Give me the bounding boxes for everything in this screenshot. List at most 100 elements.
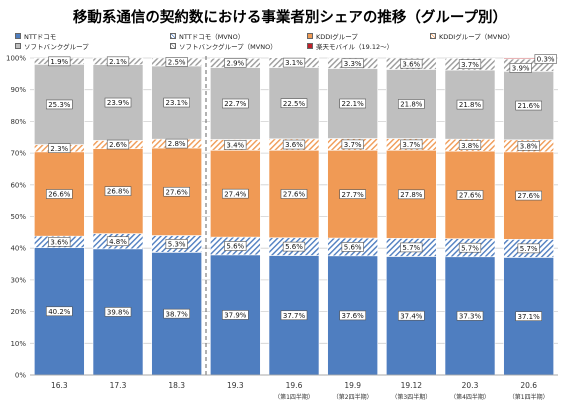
x-tick-sublabel: （第1四半期） [274,393,314,401]
data-label-kddi: 26.8% [107,188,130,196]
data-label-ntt_mvno_hatch-box [165,239,188,249]
data-label-kddi: 27.6% [166,188,189,196]
data-label-ntt: 39.8% [107,309,130,317]
data-label-softbank_mvno_hatch-box [224,58,247,68]
data-label-softbank-box [104,97,132,108]
data-label-kddi_mvno_hatch-box [400,139,423,150]
x-tick-label: 18.3 [168,381,185,390]
data-label-kddi-box [339,189,366,199]
legend-item-kddi-mvno: KDDIグループ（MVNO） [430,31,514,41]
data-label-kddi_mvno_hatch-box [165,138,188,149]
data-label-kddi_mvno_hatch-box [458,140,482,150]
y-tick-label: 60% [10,181,26,189]
data-label-softbank-box [398,99,425,109]
x-tick-sublabel: （第3四半期） [391,393,431,401]
data-label-ntt-box [163,308,190,319]
data-label-ntt: 37.1% [518,313,541,321]
data-label-softbank_mvno_hatch: 2.5% [168,59,186,67]
data-label-kddi_mvno_hatch-box [48,143,71,153]
data-label-kddi: 27.8% [400,191,423,199]
data-label-softbank_mvno_hatch: 3.9% [512,65,530,73]
data-label-ntt_mvno_hatch: 5.6% [285,243,303,251]
data-label-ntt_mvno_hatch-box [282,241,306,252]
data-label-softbank: 22.7% [224,100,247,108]
data-label-softbank-box [163,97,190,108]
data-label-softbank: 21.8% [400,101,423,109]
y-tick-label: 0% [15,372,26,380]
data-label-softbank-box [456,99,484,110]
data-label-kddi_mvno_hatch: 2.8% [168,140,186,148]
y-tick-label: 80% [10,118,26,126]
data-label-softbank_mvno_hatch: 3.6% [402,60,420,68]
data-label-ntt_mvno_hatch-box [458,242,482,253]
y-tick-label: 40% [10,245,26,253]
data-label-rakuten: 0.3% [537,56,555,64]
data-label-ntt: 40.2% [48,308,71,316]
data-label-softbank_mvno_hatch-box [458,59,482,69]
data-label-softbank_mvno_hatch: 3.7% [461,61,479,69]
data-label-kddi_mvno_hatch: 3.7% [344,141,362,149]
data-label-softbank_mvno_hatch-box [106,56,130,67]
data-label-softbank-box [339,98,366,109]
data-label-ntt: 37.4% [400,312,423,320]
data-label-kddi_mvno_hatch-box [106,139,130,150]
x-tick-label: 19.6 [286,381,303,390]
data-label-ntt_mvno_hatch-box [106,236,130,247]
data-label-kddi_mvno_hatch-box [282,139,306,150]
y-tick-label: 90% [10,86,26,94]
x-tick-label: 17.3 [110,381,127,390]
y-tick-label: 10% [10,340,26,348]
legend-item-ntt-mvno: NTTドコモ（MVNO） [170,31,244,41]
data-label-ntt_mvno_hatch: 5.7% [520,245,538,253]
x-tick-sublabel: （第4四半期） [450,393,490,401]
data-label-kddi-box [398,189,425,200]
legend-label-kddi: KDDIグループ [316,33,358,41]
data-label-kddi: 27.7% [342,191,365,199]
x-tick-label: 19.3 [227,381,244,390]
data-label-softbank_mvno_hatch-box [341,58,364,69]
data-label-softbank_mvno_hatch: 2.9% [226,60,244,68]
data-label-softbank_mvno_hatch-box [48,56,71,67]
x-tick-label: 20.3 [462,381,479,390]
legend-label-kddi-mvno: KDDIグループ（MVNO） [439,33,514,41]
y-tick-label: 70% [10,150,26,158]
legend-item-kddi: KDDIグループ [307,31,358,41]
x-tick-label: 16.3 [51,381,68,390]
data-label-softbank: 21.8% [459,101,482,109]
legend-swatch-ntt [15,33,21,39]
data-label-kddi-box [456,190,484,200]
data-label-softbank_mvno_hatch: 1.9% [50,58,68,66]
data-label-rakuten-box [534,54,557,64]
data-label-ntt_mvno_hatch-box [400,242,423,253]
legend: NTTドコモ NTTドコモ（MVNO） KDDIグループ KDDIグループ（MV… [15,31,535,55]
data-label-ntt: 37.3% [459,312,482,320]
data-label-softbank_mvno_hatch-box [282,57,306,68]
data-label-softbank: 22.1% [342,100,365,108]
data-label-softbank-box [222,98,249,109]
data-label-ntt_mvno_hatch-box [517,243,540,254]
legend-swatch-softbank-mvno [170,43,176,49]
data-label-ntt_mvno_hatch: 5.7% [461,244,479,252]
legend-item-ntt: NTTドコモ [15,31,56,41]
data-label-softbank-box [46,99,73,110]
data-label-ntt-box [456,311,484,321]
data-label-kddi-box [515,190,542,201]
legend-swatch-softbank [15,43,21,49]
data-label-softbank: 25.3% [48,101,71,109]
data-label-ntt_mvno_hatch: 5.3% [168,241,186,249]
data-label-kddi: 27.6% [283,191,306,199]
data-label-ntt_mvno_hatch: 5.7% [402,244,420,252]
data-label-kddi_mvno_hatch-box [224,140,247,150]
data-label-kddi_mvno_hatch: 3.8% [461,142,479,150]
data-label-ntt_mvno_hatch: 4.8% [109,238,127,246]
legend-swatch-rakuten [307,43,313,49]
data-label-softbank_mvno_hatch-box [165,57,188,67]
data-label-ntt: 37.9% [224,312,247,320]
data-label-softbank_mvno_hatch: 3.1% [285,59,303,67]
x-tick-label: 19.9 [344,381,361,390]
x-tick-label: 20.6 [520,381,537,390]
y-tick-label: 100% [6,55,26,63]
legend-label-ntt-mvno: NTTドコモ（MVNO） [179,33,245,41]
data-label-ntt-box [222,310,249,320]
